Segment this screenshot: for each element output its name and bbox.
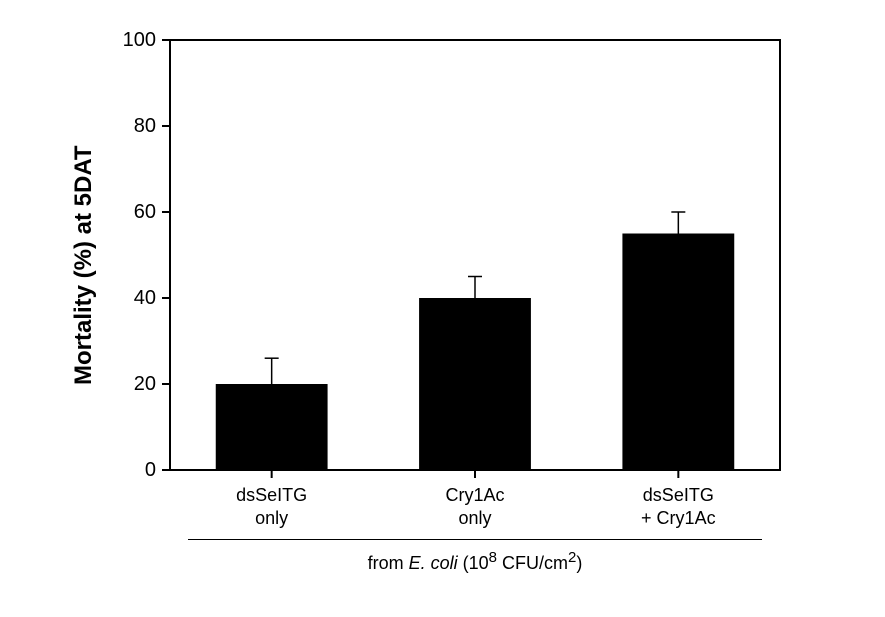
footer-label: from E. coli (108 CFU/cm2) <box>188 549 762 574</box>
y-tick-label: 20 <box>134 373 156 396</box>
y-tick-label: 100 <box>123 29 156 52</box>
footer-underline <box>188 539 762 540</box>
x-category-label: Cry1Aconly <box>373 484 576 529</box>
x-category-label: dsSeITGonly <box>170 484 373 529</box>
y-tick-label: 0 <box>145 459 156 482</box>
y-axis-label: Mortality (%) at 5DAT <box>70 145 98 385</box>
y-tick-label: 80 <box>134 115 156 138</box>
y-tick-label: 40 <box>134 287 156 310</box>
y-tick-label: 60 <box>134 201 156 224</box>
x-category-label: dsSeITG+ Cry1Ac <box>577 484 780 529</box>
bar-chart: Mortality (%) at 5DAT 0 20 40 60 80 100 dsSeI… <box>0 0 885 617</box>
